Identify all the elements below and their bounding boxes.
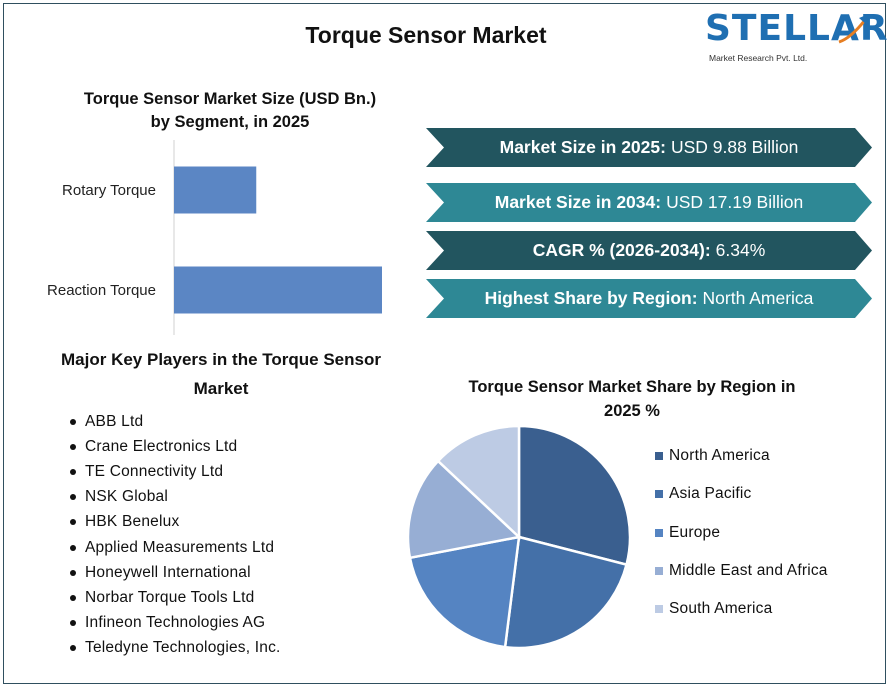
list-item: Teledyne Technologies, Inc. [70, 636, 281, 661]
player-name: Honeywell International [85, 563, 251, 581]
legend-item-south-america: South America [655, 590, 828, 628]
pie-chart-title: Torque Sensor Market Share by Region in … [452, 375, 812, 423]
stat-banner-highest-share: Highest Share by Region: North America [426, 279, 872, 318]
bullet-icon [70, 569, 76, 576]
list-item: Honeywell International [70, 560, 281, 585]
stat-label: Market Size in 2025: [499, 137, 666, 157]
pie-slice-asia-pacific [503, 535, 629, 650]
pie-chart-title-line1: Torque Sensor Market Share by Region in [468, 378, 796, 396]
pie-slice-north-america [517, 424, 632, 567]
player-name: Teledyne Technologies, Inc. [85, 639, 281, 657]
legend-swatch [655, 528, 663, 537]
page-title: Torque Sensor Market [305, 22, 547, 48]
legend-swatch [655, 452, 663, 461]
company-logo: STELLAR Market Research Pvt. Ltd. [705, 8, 888, 70]
segment-bar-chart: Rotary Torque Reaction Torque [47, 140, 382, 335]
pie-slice-europe [408, 535, 521, 649]
key-players-title-line1: Major Key Players in the Torque Sensor [61, 350, 381, 369]
legend-swatch [655, 605, 663, 614]
category-label: Reaction Torque [47, 282, 156, 299]
bullet-icon [70, 620, 76, 627]
legend-item-north-america: North America [655, 437, 828, 475]
stat-label: CAGR % (2026-2034): [532, 240, 711, 260]
list-item: Norbar Torque Tools Ltd [70, 585, 281, 610]
stat-label: Market Size in 2034: [494, 192, 662, 212]
player-name: Infineon Technologies AG [85, 614, 266, 632]
bar-reaction-torque [174, 266, 382, 314]
player-name: Norbar Torque Tools Ltd [85, 588, 255, 606]
list-item: TE Connectivity Ltd [70, 459, 281, 484]
stat-banner-market-size-2025: Market Size in 2025: USD 9.88 Billion [426, 128, 872, 167]
bullet-icon [70, 494, 76, 501]
list-item: Infineon Technologies AG [70, 611, 281, 636]
list-item: Applied Measurements Ltd [70, 535, 281, 560]
bullet-icon [70, 418, 76, 425]
legend-swatch [655, 490, 663, 499]
bar-chart-title-line2: by Segment, in 2025 [150, 113, 310, 131]
bar-chart-title: Torque Sensor Market Size (USD Bn.) by S… [60, 88, 400, 134]
stat-value: 6.34% [715, 240, 766, 260]
logo-subtitle: Market Research Pvt. Ltd. [709, 53, 808, 63]
legend-label: Middle East and Africa [669, 562, 828, 580]
player-name: Crane Electronics Ltd [85, 437, 238, 455]
legend-item-middle-east-africa: Middle East and Africa [655, 552, 828, 590]
legend-label: South America [669, 600, 773, 618]
infographic-frame [3, 3, 886, 684]
key-players-title: Major Key Players in the Torque Sensor M… [45, 345, 397, 403]
stat-label: Highest Share by Region: [484, 288, 698, 308]
player-name: ABB Ltd [85, 412, 144, 430]
key-players-list: ABB Ltd Crane Electronics Ltd TE Connect… [70, 409, 281, 661]
player-name: Applied Measurements Ltd [85, 538, 275, 556]
bullet-icon [70, 544, 76, 551]
arrow-icon [838, 14, 869, 44]
stat-value: North America [702, 288, 814, 308]
legend-label: North America [669, 447, 770, 465]
bullet-icon [70, 443, 76, 450]
pie-slice-south-america [436, 424, 521, 540]
pie-chart-title-line2: 2025 % [604, 402, 660, 420]
stat-value: USD 17.19 Billion [666, 192, 804, 212]
region-pie-chart [406, 424, 632, 650]
player-name: NSK Global [85, 488, 168, 506]
bar-chart-title-line1: Torque Sensor Market Size (USD Bn.) [83, 90, 377, 108]
key-players-title-line2: Market [193, 379, 249, 398]
category-label: Rotary Torque [62, 182, 156, 199]
stat-banner-market-size-2034: Market Size in 2034: USD 17.19 Billion [426, 183, 872, 222]
bullet-icon [70, 468, 76, 475]
pie-legend: North America Asia Pacific Europe Middle… [655, 437, 828, 628]
legend-swatch [655, 567, 663, 576]
legend-item-asia-pacific: Asia Pacific [655, 475, 828, 513]
stat-value: USD 9.88 Billion [670, 137, 799, 157]
bullet-icon [70, 645, 76, 652]
legend-label: Asia Pacific [669, 485, 752, 503]
list-item: ABB Ltd [70, 409, 281, 434]
pie-slice-middle-east-and-africa [406, 459, 522, 560]
player-name: HBK Benelux [85, 513, 180, 531]
player-name: TE Connectivity Ltd [85, 462, 224, 480]
list-item: HBK Benelux [70, 510, 281, 535]
legend-label: Europe [669, 523, 721, 541]
bullet-icon [70, 594, 76, 601]
bar-rotary-torque [174, 166, 257, 214]
list-item: Crane Electronics Ltd [70, 434, 281, 459]
stat-banner-cagr: CAGR % (2026-2034): 6.34% [426, 231, 872, 270]
list-item: NSK Global [70, 485, 281, 510]
bullet-icon [70, 519, 76, 526]
legend-item-europe: Europe [655, 514, 828, 552]
